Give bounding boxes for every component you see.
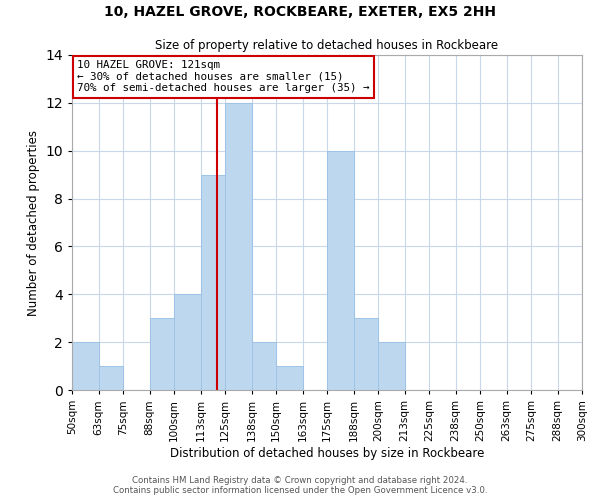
Bar (251, 342, 276, 390)
Bar (98, 366, 123, 390)
Bar (149, 318, 174, 390)
Title: Size of property relative to detached houses in Rockbeare: Size of property relative to detached ho… (155, 40, 499, 52)
Text: 10, HAZEL GROVE, ROCKBEARE, EXETER, EX5 2HH: 10, HAZEL GROVE, ROCKBEARE, EXETER, EX5 … (104, 5, 496, 19)
Bar (327, 150, 353, 390)
Bar (276, 366, 302, 390)
Bar (200, 174, 225, 390)
Bar (174, 294, 200, 390)
Y-axis label: Number of detached properties: Number of detached properties (27, 130, 40, 316)
Bar (353, 318, 378, 390)
Text: 10 HAZEL GROVE: 121sqm
← 30% of detached houses are smaller (15)
70% of semi-det: 10 HAZEL GROVE: 121sqm ← 30% of detached… (77, 60, 370, 93)
Bar (582, 366, 600, 390)
X-axis label: Distribution of detached houses by size in Rockbeare: Distribution of detached houses by size … (170, 446, 484, 460)
Text: Contains HM Land Registry data © Crown copyright and database right 2024.
Contai: Contains HM Land Registry data © Crown c… (113, 476, 487, 495)
Bar (72, 342, 98, 390)
Bar (378, 342, 404, 390)
Bar (225, 103, 251, 390)
